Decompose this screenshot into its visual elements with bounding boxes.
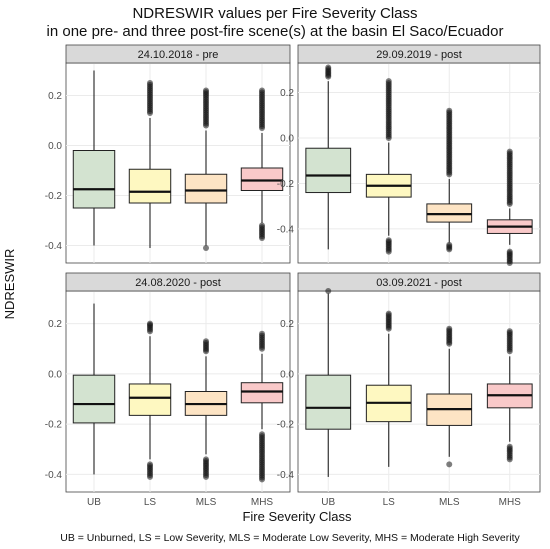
facet-panels: 24.10.2018 - pre0.20.0-0.2-0.429.09.2019… bbox=[45, 44, 541, 508]
box-mls bbox=[426, 107, 473, 253]
outlier-point bbox=[147, 80, 153, 86]
box-mls bbox=[426, 325, 473, 468]
y-tick-label: -0.2 bbox=[277, 179, 295, 190]
y-axis-title: NDRESWIR bbox=[2, 249, 17, 320]
facet-panel: 24.10.2018 - pre 0.2 0.0 -0.2 -0.4 bbox=[45, 44, 291, 264]
y-tick-label: -0.2 bbox=[45, 420, 63, 431]
box-mhs bbox=[486, 328, 533, 463]
outlier-point bbox=[259, 330, 265, 337]
box-ls bbox=[365, 310, 412, 467]
outlier-point bbox=[259, 87, 265, 94]
x-axis-title: Fire Severity Class bbox=[242, 509, 352, 524]
x-tick-label: UB bbox=[321, 497, 335, 508]
y-tick-label: -0.2 bbox=[277, 420, 295, 431]
y-tick-label: -0.4 bbox=[45, 470, 63, 481]
box-ub bbox=[305, 64, 352, 250]
outlier-point bbox=[446, 241, 453, 248]
box-ub bbox=[72, 70, 116, 246]
outlier-point bbox=[385, 237, 392, 244]
y-tick-label: 0.2 bbox=[48, 319, 62, 330]
box-iqr bbox=[426, 203, 473, 223]
y-tick-label: -0.4 bbox=[45, 241, 63, 252]
box-mhs bbox=[240, 87, 284, 241]
outlier-point bbox=[325, 64, 332, 71]
chart-title: NDRESWIR values per Fire Severity Class bbox=[132, 5, 417, 22]
box-mls bbox=[184, 87, 228, 251]
box-iqr bbox=[305, 374, 352, 430]
facet-panel: 24.08.2020 - post 0.2 0.0 -0.2 -0.4 UB LS MLS MH… bbox=[45, 272, 291, 508]
outlier-point bbox=[446, 461, 453, 468]
box-iqr bbox=[72, 374, 116, 424]
outlier-point bbox=[203, 456, 209, 463]
box-mhs bbox=[240, 330, 284, 483]
outlier-point bbox=[147, 461, 153, 468]
outlier-point bbox=[506, 443, 513, 450]
outlier-point bbox=[325, 288, 332, 294]
outlier-point bbox=[446, 325, 453, 332]
box-iqr bbox=[184, 173, 228, 204]
facet-strip-label: 24.10.2018 - pre bbox=[138, 49, 219, 61]
y-tick-label: -0.4 bbox=[277, 470, 295, 481]
facet-panel: 03.09.2021 - post 0.2 0.0 -0.2 -0.4 UB LS MLS MH… bbox=[277, 272, 541, 508]
outlier-point bbox=[385, 78, 392, 85]
box-ub bbox=[72, 303, 116, 475]
x-tick-label: MHS bbox=[499, 497, 522, 508]
box-mhs bbox=[486, 148, 533, 266]
outlier-point bbox=[506, 148, 513, 155]
outlier-point bbox=[203, 245, 209, 251]
box-iqr bbox=[305, 147, 352, 194]
box-iqr bbox=[128, 383, 172, 416]
chart-subtitle: in one pre- and three post-fire scene(s)… bbox=[47, 23, 504, 40]
outlier-point bbox=[385, 310, 392, 317]
outlier-point bbox=[506, 248, 513, 255]
y-tick-label: 0.2 bbox=[280, 88, 294, 99]
facet-strip bbox=[297, 272, 541, 292]
x-tick-label: LS bbox=[383, 497, 396, 508]
y-tick-label: 0.0 bbox=[48, 141, 62, 152]
outlier-point bbox=[506, 328, 513, 335]
facet-strip-label: 03.09.2021 - post bbox=[376, 277, 462, 289]
x-tick-label: MLS bbox=[439, 497, 460, 508]
outlier-point bbox=[259, 431, 265, 438]
y-tick-label: 0.0 bbox=[280, 134, 294, 145]
y-tick-label: -0.4 bbox=[277, 224, 295, 235]
x-tick-label: UB bbox=[87, 497, 101, 508]
y-tick-label: 0.0 bbox=[280, 369, 294, 380]
y-tick-label: 0.2 bbox=[280, 319, 294, 330]
x-tick-label: MLS bbox=[196, 497, 217, 508]
outlier-point bbox=[259, 222, 265, 229]
facet-panel: 29.09.2019 - post 0.2 0.0 -0.2 -0.4 bbox=[277, 44, 541, 266]
outlier-point bbox=[446, 107, 453, 114]
y-tick-label: 0.0 bbox=[48, 369, 62, 380]
outlier-point bbox=[203, 87, 209, 94]
facet-strip-label: 24.08.2020 - post bbox=[135, 277, 221, 289]
box-ub bbox=[305, 288, 352, 477]
box-iqr bbox=[240, 382, 284, 404]
box-iqr bbox=[128, 168, 172, 204]
facet-strip bbox=[65, 272, 291, 292]
y-tick-label: 0.2 bbox=[48, 91, 62, 102]
box-iqr bbox=[72, 150, 116, 209]
chart-caption: UB = Unburned, LS = Low Severity, MLS = … bbox=[60, 532, 520, 544]
facet-strip bbox=[297, 44, 541, 64]
box-ls bbox=[365, 78, 412, 255]
outlier-point bbox=[147, 320, 153, 327]
y-tick-label: -0.2 bbox=[45, 191, 63, 202]
box-mls bbox=[184, 338, 228, 480]
box-ls bbox=[128, 80, 172, 248]
outlier-point bbox=[203, 338, 209, 345]
facet-strip-label: 29.09.2019 - post bbox=[376, 49, 462, 61]
x-tick-label: MHS bbox=[251, 497, 274, 508]
facet-strip bbox=[65, 44, 291, 64]
box-ls bbox=[128, 320, 172, 480]
x-tick-label: LS bbox=[144, 497, 157, 508]
box-iqr bbox=[240, 167, 284, 191]
